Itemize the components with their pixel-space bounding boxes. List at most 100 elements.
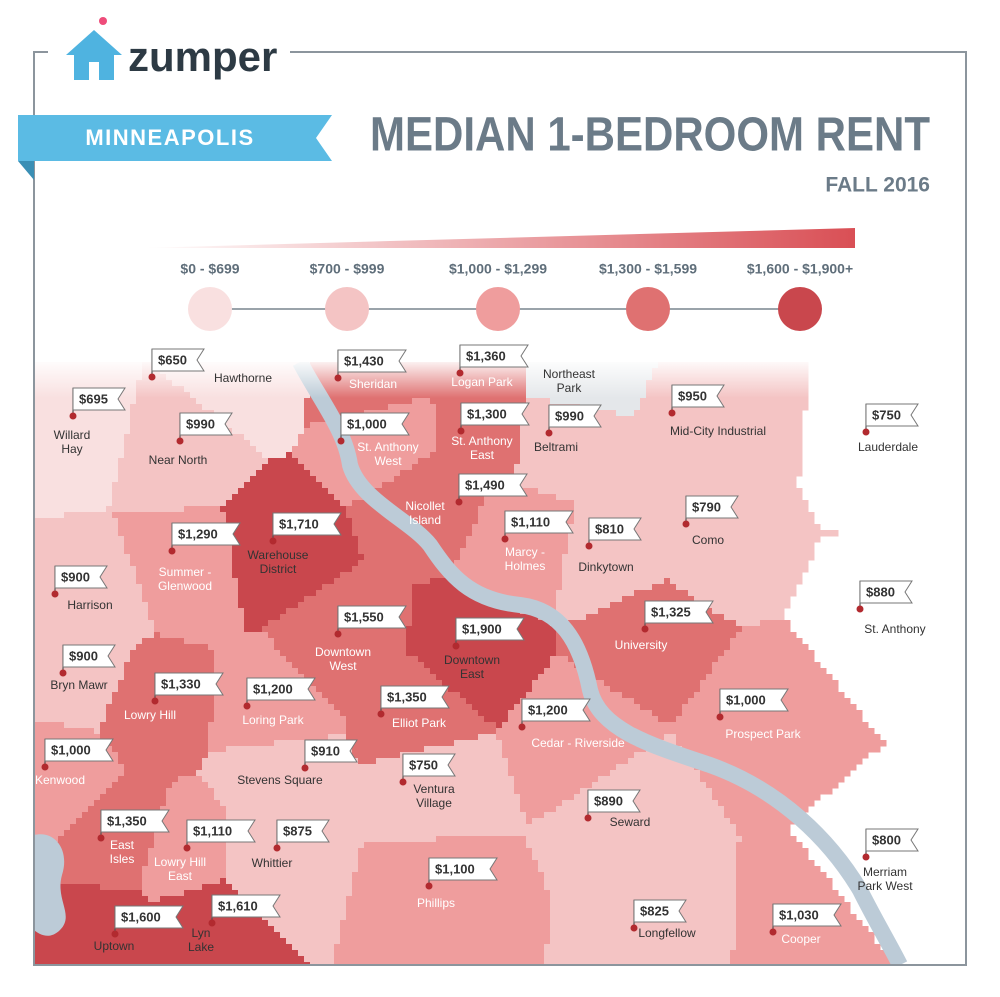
neighborhood-area — [226, 806, 359, 813]
neighborhood-area — [34, 938, 161, 945]
neighborhood-area — [58, 836, 155, 843]
flag — [44, 738, 114, 762]
neighborhood-area — [562, 584, 653, 591]
flag — [337, 349, 407, 373]
neighborhood-area — [394, 662, 425, 669]
neighborhood-area — [118, 470, 257, 477]
neighborhood-area — [34, 908, 155, 915]
neighborhood-area — [292, 452, 431, 459]
neighborhood-area — [580, 890, 737, 897]
neighborhood-area — [286, 452, 293, 459]
neighborhood-area — [130, 422, 227, 429]
neighborhood-area — [34, 626, 155, 633]
neighborhood-area — [34, 536, 125, 543]
neighborhood-area — [436, 428, 521, 435]
pin — [208, 919, 216, 927]
neighborhood-area — [652, 866, 737, 873]
neighborhood-area — [304, 416, 335, 423]
neighborhood-name: Park — [557, 381, 583, 395]
neighborhood-area — [112, 500, 227, 507]
neighborhood-area — [730, 818, 797, 825]
neighborhood-area — [34, 692, 113, 699]
neighborhood-area — [496, 734, 665, 741]
neighborhood-area — [364, 842, 527, 849]
rent-label: $1,110 — [511, 514, 550, 529]
neighborhood-area — [634, 410, 803, 417]
neighborhood-area — [34, 890, 143, 897]
neighborhood-area — [520, 428, 635, 435]
neighborhood-area — [124, 446, 257, 453]
neighborhood-area — [124, 770, 137, 777]
neighborhood-area — [658, 716, 677, 723]
neighborhood-area — [160, 806, 227, 813]
neighborhood-area — [460, 548, 569, 555]
neighborhood-area — [520, 806, 557, 813]
neighborhood-area — [34, 926, 155, 933]
flag — [504, 510, 574, 534]
neighborhood-area — [736, 842, 803, 849]
neighborhood-area — [556, 596, 623, 603]
neighborhood-area — [514, 482, 617, 489]
neighborhood-area — [550, 920, 737, 927]
neighborhood-area — [358, 776, 515, 783]
flag — [719, 688, 789, 712]
rent-label: $1,000 — [347, 416, 387, 431]
pin — [301, 764, 309, 772]
neighborhood-area — [706, 602, 791, 609]
neighborhood-area — [262, 626, 407, 633]
neighborhood-area — [736, 620, 761, 627]
neighborhood-area — [226, 746, 353, 753]
neighborhood-area — [472, 704, 515, 711]
neighborhood-area — [346, 740, 455, 747]
neighborhood-area — [304, 422, 311, 429]
neighborhood-area — [358, 782, 515, 789]
legend-swatch — [325, 287, 369, 331]
pin — [769, 928, 777, 936]
neighborhood-name: Kenwood — [35, 773, 85, 787]
neighborhood-area — [556, 644, 731, 651]
pin — [273, 844, 281, 852]
neighborhood-area — [340, 932, 551, 939]
neighborhood-name: Whittier — [252, 856, 293, 870]
neighborhood-area — [184, 638, 227, 645]
neighborhood-area — [40, 854, 149, 861]
neighborhood-area — [34, 614, 149, 621]
neighborhood-area — [34, 632, 65, 639]
neighborhood-area — [244, 434, 299, 441]
neighborhood-name: Warehouse — [248, 548, 309, 562]
neighborhood-area — [106, 638, 143, 645]
flag — [246, 677, 316, 701]
neighborhood-area — [94, 728, 101, 735]
flag — [460, 402, 530, 426]
neighborhood: Como $790 — [682, 495, 739, 547]
neighborhood-name: East — [168, 869, 193, 883]
neighborhood-area — [154, 908, 257, 915]
neighborhood-area — [238, 488, 329, 495]
neighborhood-area — [358, 788, 515, 795]
neighborhood-area — [736, 878, 833, 885]
pin — [269, 537, 277, 545]
neighborhood-area — [34, 872, 143, 879]
neighborhood-area — [730, 644, 809, 651]
neighborhood-area — [358, 800, 521, 807]
neighborhood-area — [34, 866, 143, 873]
neighborhood-area — [544, 944, 737, 951]
neighborhood-area — [556, 806, 725, 813]
neighborhood: Longfellow $825 — [630, 899, 696, 940]
neighborhood-area — [514, 782, 593, 789]
neighborhood-area — [346, 902, 551, 909]
neighborhood-area — [202, 776, 359, 783]
neighborhood-area — [34, 596, 143, 603]
neighborhood-area — [148, 608, 245, 615]
neighborhood-area — [430, 398, 527, 405]
neighborhood-area — [358, 854, 533, 861]
neighborhood-area — [688, 752, 869, 759]
neighborhood-area — [568, 542, 659, 549]
neighborhood-area — [238, 890, 353, 897]
neighborhood: Sheridan $1,430 — [334, 349, 407, 391]
neighborhood-area — [238, 584, 323, 591]
neighborhood-area — [160, 950, 299, 957]
